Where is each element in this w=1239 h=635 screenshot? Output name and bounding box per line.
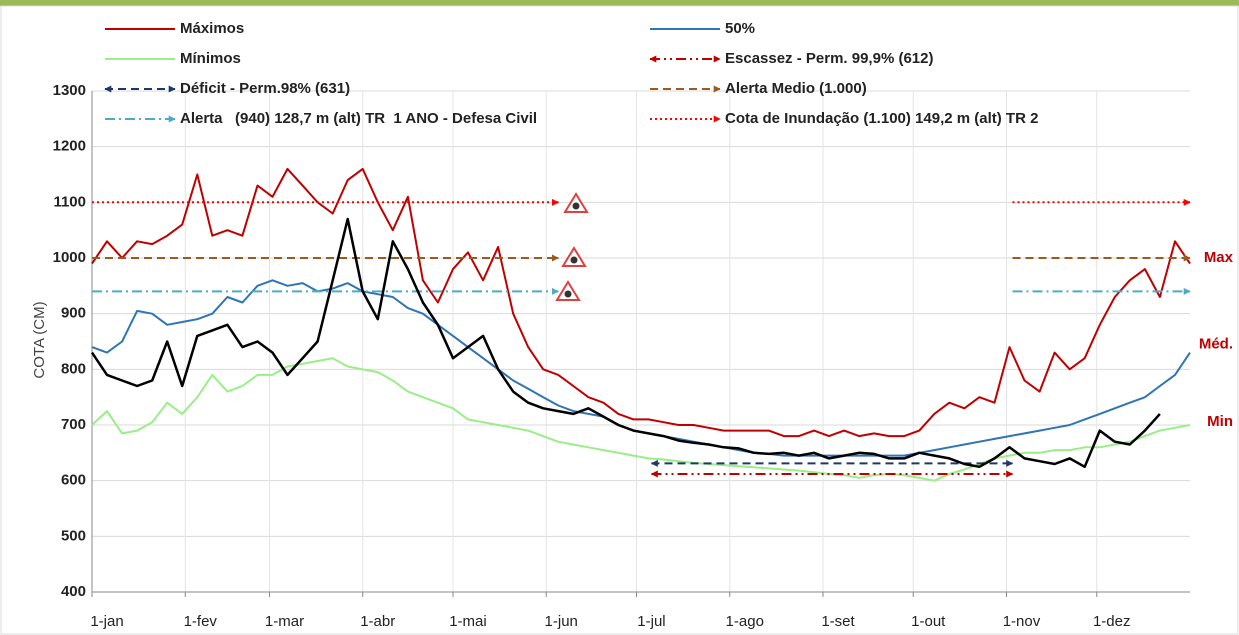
x-tick-label: 1-mar: [265, 613, 304, 630]
y-axis-label: COTA (CM): [31, 301, 48, 378]
legend-label: Alerta Medio (1.000): [725, 80, 867, 97]
legend-label: Mínimos: [180, 50, 241, 67]
warning-icons: [555, 192, 589, 301]
y-tick-label: 600: [61, 472, 86, 489]
x-tick-label: 1-fev: [184, 613, 218, 630]
annotation: Max: [1204, 249, 1234, 266]
series-line: [90, 217, 1161, 469]
grid: 400 500 600 700 800 900 1000 1100 1200 1300 1-jan 1…: [53, 82, 1190, 630]
x-tick-label: 1-dez: [1093, 613, 1131, 630]
y-tick-label: 900: [61, 305, 86, 322]
legend-label: Cota de Inundação (1.100) 149,2 m (alt) …: [725, 110, 1038, 127]
top-band: [0, 0, 1239, 6]
y-tick-label: 1300: [53, 82, 86, 99]
warning-icon: [561, 246, 587, 267]
x-tick-label: 1-nov: [1003, 613, 1041, 630]
x-tick-label: 1-out: [911, 613, 946, 630]
x-tick-label: 1-ago: [726, 613, 764, 630]
x-tick-label: 1-jul: [637, 613, 665, 630]
x-tick-label: 1-abr: [360, 613, 395, 630]
y-tick-label: 1200: [53, 138, 86, 155]
y-tick-label: 800: [61, 360, 86, 377]
series-line: [91, 167, 1191, 438]
frame: [0, 5, 1239, 635]
y-tick-label: 1000: [53, 249, 86, 266]
x-tick-label: 1-jun: [545, 613, 578, 630]
x-tick-label: 1-mai: [449, 613, 487, 630]
x-tick-label: 1-set: [821, 613, 855, 630]
x-tick-label: 1-jan: [90, 613, 123, 630]
y-tick-label: 700: [61, 416, 86, 433]
annotation: Méd.: [1199, 335, 1233, 352]
plot: Max Méd. Min: [90, 167, 1234, 482]
legend-label: Escassez - Perm. 99,9% (612): [725, 50, 933, 67]
legend-label: Déficit - Perm.98% (631): [180, 80, 350, 97]
y-tick-label: 500: [61, 527, 86, 544]
y-tick-label: 400: [61, 583, 86, 600]
warning-icon: [555, 280, 581, 301]
annotation: Min: [1207, 413, 1233, 430]
legend-label: Máximos: [180, 20, 244, 37]
legend-label: 50%: [725, 20, 755, 37]
series-line: [91, 357, 1191, 482]
series-line: [91, 279, 1191, 457]
warning-icon: [563, 192, 589, 213]
legend-label: Alerta (940) 128,7 m (alt) TR 1 ANO - De…: [180, 110, 537, 127]
y-tick-label: 1100: [53, 193, 86, 210]
legend: Máximos 50% Mínimos Escassez - Perm. 99,9% …: [104, 20, 1038, 127]
